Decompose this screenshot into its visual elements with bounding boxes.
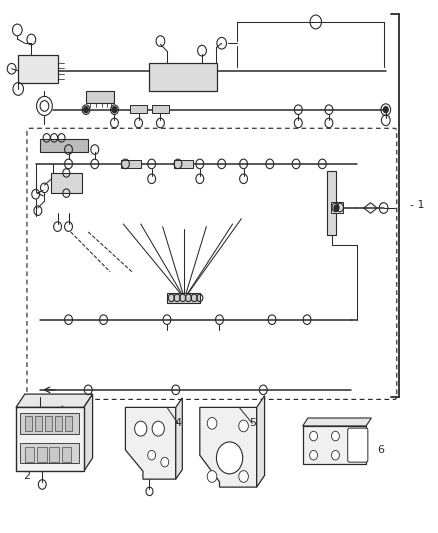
FancyBboxPatch shape (347, 428, 367, 462)
Text: 3: 3 (74, 418, 81, 428)
Circle shape (83, 106, 89, 114)
Polygon shape (256, 395, 264, 487)
Bar (25, 416, 32, 431)
Bar (55, 416, 62, 431)
Polygon shape (302, 418, 371, 426)
Bar (40, 140, 88, 152)
Bar (20, 443, 79, 463)
Text: 6: 6 (376, 445, 383, 455)
Bar (130, 106, 147, 113)
Circle shape (207, 471, 216, 482)
Circle shape (309, 431, 317, 441)
Circle shape (238, 471, 248, 482)
Bar (49, 447, 59, 462)
Bar (45, 416, 52, 431)
Bar (330, 201, 343, 213)
Polygon shape (125, 407, 175, 479)
Circle shape (216, 442, 242, 474)
Circle shape (152, 421, 164, 436)
Circle shape (134, 421, 147, 436)
Circle shape (238, 420, 248, 432)
Circle shape (332, 204, 339, 212)
Circle shape (309, 450, 317, 460)
Bar (61, 447, 71, 462)
Circle shape (148, 450, 155, 460)
Bar (35, 416, 42, 431)
Polygon shape (16, 394, 92, 407)
Bar (65, 416, 72, 431)
Polygon shape (84, 394, 92, 471)
Bar (86, 91, 114, 103)
Bar (20, 413, 79, 434)
Text: 2: 2 (23, 471, 31, 481)
Polygon shape (199, 407, 256, 487)
Circle shape (331, 450, 339, 460)
Bar (151, 106, 169, 113)
Text: - 1: - 1 (409, 200, 424, 211)
Text: 5: 5 (248, 418, 255, 428)
Text: 4: 4 (174, 418, 181, 428)
Bar (18, 55, 57, 83)
Bar (149, 63, 217, 91)
Bar (25, 447, 34, 462)
Bar (302, 426, 365, 464)
Circle shape (207, 417, 216, 429)
Polygon shape (175, 398, 182, 479)
Bar (166, 293, 199, 303)
Circle shape (111, 106, 117, 114)
Bar (16, 407, 84, 471)
Bar (37, 447, 46, 462)
Bar (326, 171, 336, 235)
Bar (173, 160, 193, 167)
Bar (51, 173, 81, 193)
Bar (121, 160, 141, 167)
Circle shape (331, 431, 339, 441)
Circle shape (382, 106, 388, 114)
Circle shape (160, 457, 168, 467)
